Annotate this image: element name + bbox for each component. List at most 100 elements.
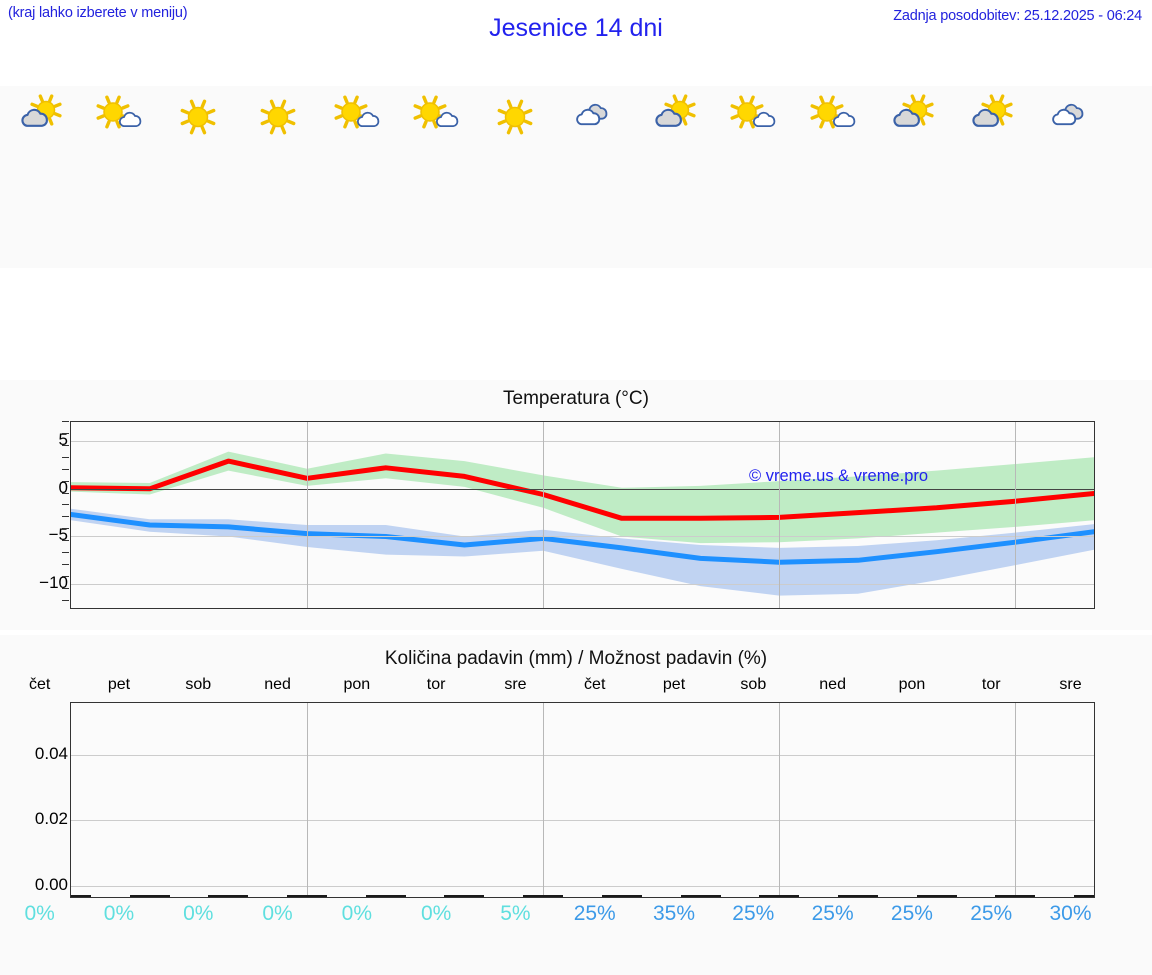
sun-icon	[238, 92, 317, 138]
precipitation-day-label: tor	[981, 676, 1001, 693]
y-axis-minor-tick	[62, 599, 69, 601]
precipitation-probability: 25%	[890, 902, 933, 925]
temperature-chart-title: Temperatura (°C)	[503, 388, 649, 409]
precipitation-bar	[916, 895, 957, 897]
y-axis-minor-tick	[62, 492, 69, 494]
gridline-horizontal	[71, 755, 1094, 757]
temperature-series-svg	[71, 451, 1094, 596]
y-axis-minor-tick	[62, 552, 69, 554]
cloudy-icon	[555, 92, 634, 138]
day-column[interactable]	[159, 86, 238, 268]
temperature-plot-area	[70, 421, 1095, 609]
gridline-vertical	[543, 703, 545, 897]
precipitation-probability: 0%	[24, 902, 55, 925]
precipitation-day-label: sob	[740, 676, 767, 693]
last-update-text: Zadnja posodobitev: 25.12.2025 - 06:24	[893, 8, 1142, 24]
day-column[interactable]	[714, 86, 793, 268]
gridline-horizontal	[71, 441, 1094, 443]
precipitation-probability: 0%	[341, 902, 373, 925]
daily-forecast-strip	[0, 86, 1152, 268]
y-axis-minor-tick	[62, 480, 69, 482]
y-axis-tick-label: 5	[58, 430, 68, 450]
y-axis-minor-tick	[62, 504, 69, 506]
precipitation-bar	[208, 895, 249, 897]
precipitation-bar	[601, 895, 642, 897]
cloud-sun-icon	[952, 92, 1031, 138]
day-column[interactable]	[396, 86, 475, 268]
sun-cloud-icon	[793, 92, 872, 138]
temp-min-range-band	[71, 508, 1094, 596]
cloudy-icon	[1031, 92, 1110, 138]
day-column[interactable]	[476, 86, 555, 268]
precipitation-day-label: čet	[28, 676, 51, 693]
sun-icon	[476, 92, 555, 138]
precipitation-bar	[759, 895, 800, 897]
day-column[interactable]	[952, 86, 1031, 268]
precipitation-probability: 5%	[500, 902, 531, 925]
day-column[interactable]	[555, 86, 634, 268]
precipitation-plot-area	[70, 702, 1095, 898]
precipitation-bar	[129, 895, 170, 897]
y-axis-tick-label: −5	[48, 525, 68, 545]
precipitation-bar	[1074, 895, 1094, 897]
sun-cloud-icon	[317, 92, 396, 138]
gridline-vertical	[1015, 422, 1017, 608]
y-axis-minor-tick	[62, 564, 69, 566]
precipitation-chart-title: Količina padavin (mm) / Možnost padavin …	[384, 648, 768, 669]
sun-cloud-icon	[79, 92, 158, 138]
precipitation-bar	[680, 895, 721, 897]
y-axis-tick-label: 0.00	[34, 874, 68, 894]
day-column[interactable]	[872, 86, 951, 268]
day-column[interactable]	[238, 86, 317, 268]
precipitation-bar	[287, 895, 328, 897]
precipitation-day-label: ned	[819, 676, 846, 693]
day-column[interactable]	[634, 86, 713, 268]
y-axis-minor-tick	[62, 432, 69, 434]
y-axis-tick-label: 0.04	[34, 744, 68, 764]
precipitation-bar	[995, 895, 1036, 897]
y-axis-tick-label: −10	[39, 573, 68, 593]
gridline-vertical	[307, 703, 309, 897]
y-axis-minor-tick	[62, 576, 69, 577]
day-column[interactable]	[317, 86, 396, 268]
precipitation-y-axis: 0.04 0.02 0.00	[0, 702, 68, 898]
precipitation-day-label: sre	[504, 676, 527, 693]
precipitation-probability: 35%	[653, 902, 696, 925]
precipitation-probability: 25%	[573, 902, 616, 925]
day-column[interactable]	[793, 86, 872, 268]
gridline-vertical	[779, 703, 781, 897]
y-axis-tick-label: 0	[58, 477, 68, 497]
precipitation-bar	[444, 895, 485, 897]
temp-max-line	[71, 458, 1094, 521]
precipitation-day-label: tor	[426, 676, 446, 693]
precipitation-probability: 0%	[420, 902, 452, 925]
precipitation-probability: 25%	[970, 902, 1013, 925]
day-column[interactable]	[79, 86, 158, 268]
y-axis-minor-tick	[62, 456, 69, 458]
gridline-vertical	[307, 422, 309, 608]
gridline-vertical	[543, 422, 545, 608]
gridline-vertical	[1015, 703, 1017, 897]
precipitation-bar	[837, 895, 878, 897]
precipitation-day-label: sob	[185, 676, 212, 693]
precipitation-day-label: sre	[1059, 676, 1082, 693]
precipitation-day-labels: čet pet sob ned pon tor sre čet pet sob ned pon tor s…	[0, 676, 1152, 698]
y-axis-tick-label: 0.02	[34, 809, 68, 829]
gridline-horizontal	[71, 885, 1094, 887]
gridline-horizontal	[71, 536, 1094, 538]
menu-hint-text: (kraj lahko izberete v meniju)	[8, 5, 188, 21]
gridline-vertical	[779, 422, 781, 608]
y-axis-minor-tick	[62, 421, 69, 422]
gridline-horizontal	[71, 488, 1094, 490]
precipitation-probability: 25%	[732, 902, 775, 925]
precipitation-bar	[71, 895, 91, 897]
day-column[interactable]	[0, 86, 79, 268]
cloud-sun-icon	[634, 92, 713, 138]
precipitation-day-label: pet	[662, 676, 686, 693]
sun-icon	[159, 92, 238, 138]
precipitation-probability: 25%	[811, 902, 854, 925]
y-axis-minor-tick	[62, 587, 69, 589]
day-column[interactable]	[1031, 86, 1110, 268]
y-axis-minor-tick	[62, 528, 69, 530]
copyright-label: © vreme.us & vreme.pro	[749, 467, 929, 485]
